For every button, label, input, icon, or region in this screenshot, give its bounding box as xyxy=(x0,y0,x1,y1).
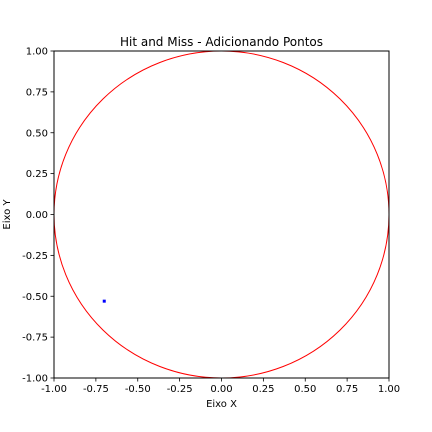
y-tick-label: 0.25 xyxy=(26,169,48,180)
x-tick-label: -0.25 xyxy=(167,384,193,395)
y-tick-label: -1.00 xyxy=(22,374,48,385)
x-tick-label: 0.50 xyxy=(294,384,316,395)
x-axis-label: Eixo X xyxy=(206,399,237,410)
y-tick-label: 0.50 xyxy=(26,128,48,139)
x-tick-label: -0.50 xyxy=(125,384,151,395)
x-tick-label: -1.00 xyxy=(41,384,67,395)
x-tick-label: 0.25 xyxy=(252,384,274,395)
plot-background xyxy=(54,51,389,378)
y-tick-label: -0.25 xyxy=(22,251,48,262)
y-axis: -1.00 -0.75 -0.50 -0.25 0.00 0.25 0.50 0.75 1.00 xyxy=(22,47,54,385)
y-tick-label: -0.75 xyxy=(22,333,48,344)
y-tick-label: -0.50 xyxy=(22,292,48,303)
plot-area xyxy=(53,50,390,379)
x-tick-label: -0.75 xyxy=(83,384,109,395)
y-tick-label: 1.00 xyxy=(26,47,48,58)
data-point xyxy=(102,299,106,303)
x-tick-label: 1.00 xyxy=(378,384,400,395)
x-tick-label: 0.75 xyxy=(336,384,358,395)
y-tick-label: 0.00 xyxy=(26,210,48,221)
x-axis: -1.00 -0.75 -0.50 -0.25 0.00 0.25 0.50 0.75 1.00 xyxy=(41,378,400,395)
chart-title: Hit and Miss - Adicionando Pontos xyxy=(120,35,323,49)
y-axis-label: Eixo Y xyxy=(2,199,13,230)
y-tick-label: 0.75 xyxy=(26,87,48,98)
x-tick-label: 0.00 xyxy=(210,384,232,395)
